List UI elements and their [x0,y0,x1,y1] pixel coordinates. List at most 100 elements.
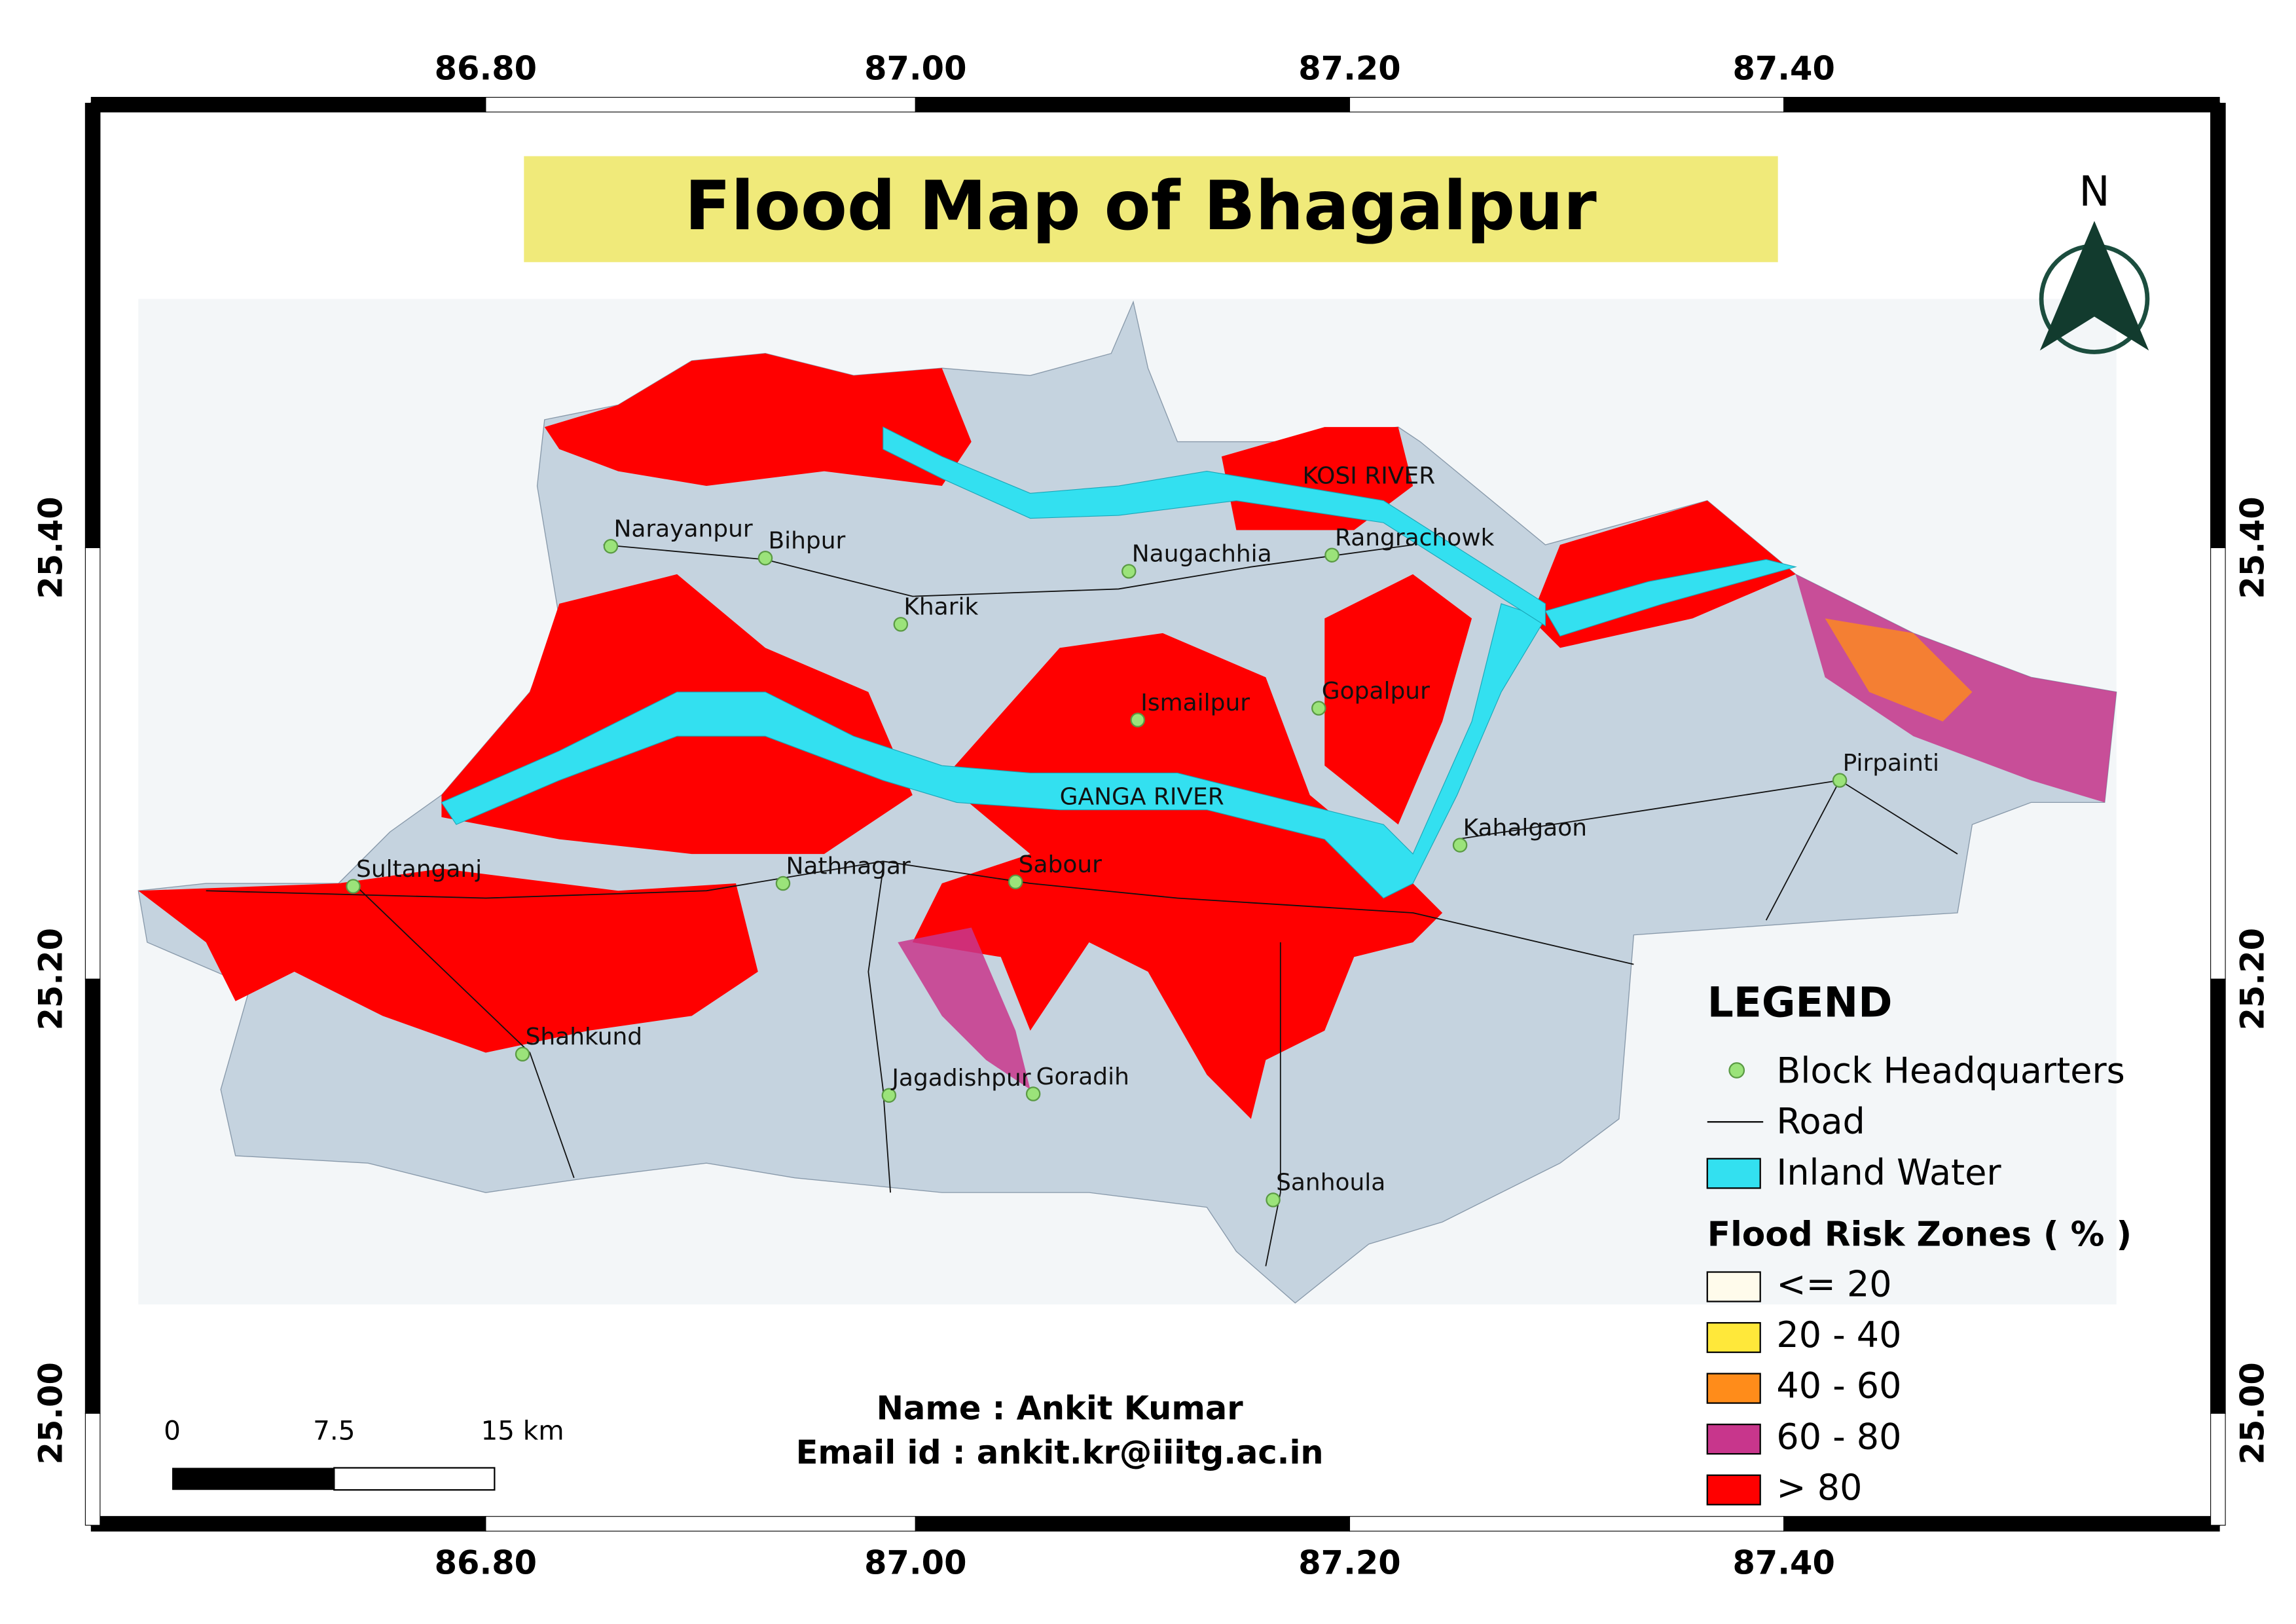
block-headquarters [515,1046,530,1062]
legend-label: <= 20 [1776,1264,1891,1305]
frame-band [915,1516,1351,1532]
road [1265,942,1281,1266]
block-headquarters [1130,712,1146,728]
block-headquarters [1025,1086,1041,1101]
flood-zones-40-60 [1825,618,1973,722]
legend: LEGEND Flood Risk Zones ( % ) Block Head… [1706,979,2132,1508]
road [352,883,575,1178]
title: Flood Map of Bhagalpur [685,167,1597,246]
flood-zone [1324,574,1472,825]
frame-band [84,102,101,549]
x-coordinate-label: 87.20 [1298,1543,1400,1581]
place-label: Gopalpur [1322,678,1430,705]
legend-swatch [1706,1271,1761,1302]
road [206,860,1634,965]
place-label: Nathnagar [786,853,910,879]
block-headquarters [881,1088,897,1103]
author-name: Name : Ankit Kumar [877,1389,1244,1427]
river [1544,559,1797,637]
frame-band [84,547,101,980]
frame-band [84,1412,101,1526]
y-coordinate-label: 25.00 [2234,1362,2272,1464]
block-headquarters [1324,547,1339,563]
frame-band [915,96,1351,113]
place-label: Shahkund [526,1024,643,1050]
place-label: Kahalgaon [1463,815,1587,841]
frame-band [2210,978,2226,1414]
block-headquarters [1008,874,1023,890]
frame-band [1349,1516,1785,1532]
place-label: Goradih [1036,1063,1129,1090]
x-coordinate-label: 87.00 [864,50,966,88]
flood-zone [912,633,1443,1119]
legend-swatch [1706,1424,1761,1455]
north-arrow: N [2039,168,2150,354]
place-label: Naugachhia [1132,541,1272,568]
legend-symbol [1706,1158,1761,1189]
road [603,544,1413,597]
legend-swatch [1706,1373,1761,1404]
frame-band [90,96,486,113]
legend-zones-title: Flood Risk Zones ( % ) [1707,1215,2132,1255]
frame-band [2210,102,2226,549]
y-coordinate-label: 25.20 [31,928,69,1030]
frame-band [1783,1516,2220,1532]
place-label: Jagadishpur [890,1065,1030,1092]
place-label: Sultanganj [356,856,482,883]
legend-symbol [1728,1062,1745,1079]
flood-zone [544,353,972,487]
frame-band [485,1516,916,1532]
title-box [524,156,1778,263]
y-coordinate-label: 25.00 [31,1362,69,1464]
block-headquarters [346,879,361,894]
place-label: Sanhoula [1276,1170,1385,1196]
north-label: N [2079,168,2109,215]
ganga-river [441,603,1546,899]
river-label: KOSI RIVER [1303,463,1436,490]
block-headquarters [1311,701,1326,716]
legend-title: LEGEND [1707,979,1893,1027]
place-label: Kharik [903,594,978,621]
flood-zone [1825,618,1973,722]
block-headquarters [603,538,619,554]
legend-swatch [1706,1321,1761,1354]
scale-label: 7.5 [313,1415,355,1447]
flood-zone [138,868,758,1053]
x-coordinate-label: 86.80 [435,1543,537,1581]
legend-label: Road [1776,1101,1865,1142]
flood-zone [898,927,1030,1090]
block-headquarters [1452,838,1468,853]
frame-band [84,978,101,1414]
y-coordinate-label: 25.40 [31,496,69,599]
legend-swatch [1706,1474,1761,1505]
legend-label: 60 - 80 [1776,1416,1901,1457]
block-headquarters [757,550,773,566]
frame-band [2210,547,2226,980]
legend-label: Block Headquarters [1776,1050,2124,1092]
roads [206,544,1958,1266]
kosi-river [883,426,1546,627]
place-label: Ismailpur [1140,690,1250,716]
place-label: Sabour [1019,851,1102,878]
frame-band [2210,1412,2226,1526]
block-headquarters [1121,564,1137,579]
place-label: Narayanpur [613,515,752,542]
north-arrowhead [2039,221,2149,351]
frame-band [1349,96,1785,113]
y-coordinate-label: 25.40 [2234,496,2272,599]
block-headquarters [1832,773,1848,788]
x-coordinate-label: 86.80 [435,50,537,88]
frame-band [1783,96,2220,113]
place-label: Rangrachowk [1335,525,1495,551]
block-headquarters [893,617,909,632]
scale-label: 0 [164,1415,181,1447]
block-headquarters [775,876,791,891]
x-coordinate-label: 87.40 [1732,1543,1834,1581]
scale-segment [172,1467,335,1490]
legend-label: Inland Water [1776,1152,2001,1193]
author-email: Email id : ankit.kr@iiitg.ac.in [796,1433,1324,1471]
scale-label: 15 km [481,1415,564,1447]
road [1765,780,1840,921]
frame-band [485,96,916,113]
scale-segment [333,1467,496,1491]
